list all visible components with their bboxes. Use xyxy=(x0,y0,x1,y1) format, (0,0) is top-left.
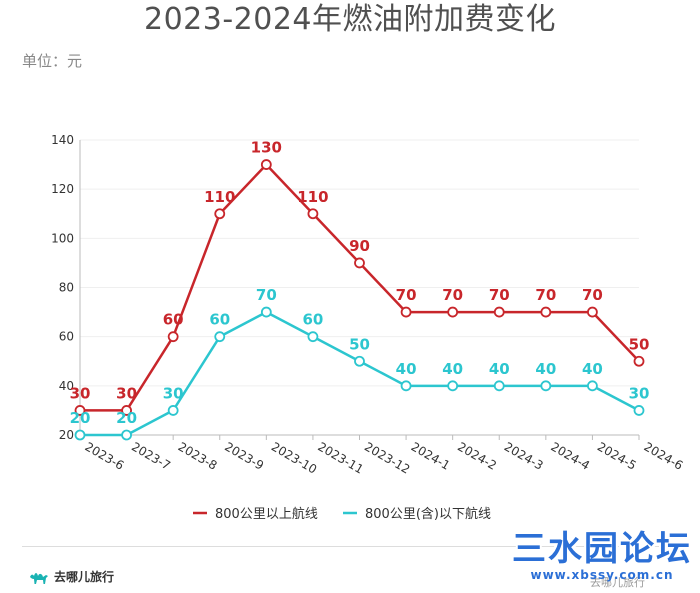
data-point xyxy=(447,380,459,392)
data-point xyxy=(307,331,319,343)
data-label: 30 xyxy=(116,384,137,402)
footer-brand-name: 去哪儿旅行 xyxy=(54,570,115,584)
data-point xyxy=(260,306,272,318)
data-point xyxy=(74,405,86,416)
data-point xyxy=(307,208,319,220)
data-label: 130 xyxy=(251,139,282,157)
y-tick-label: 100 xyxy=(51,231,74,245)
data-label: 40 xyxy=(489,360,510,378)
x-tick-label: 2024-5 xyxy=(595,439,639,472)
data-point xyxy=(214,208,226,220)
data-label: 110 xyxy=(204,188,235,206)
data-label: 70 xyxy=(489,286,510,304)
data-label: 30 xyxy=(629,384,650,402)
data-label: 40 xyxy=(582,360,603,378)
data-point xyxy=(447,306,459,318)
watermark: 三水园论坛 www.xbssy.com.cn xyxy=(512,530,692,582)
y-tick-label: 60 xyxy=(59,330,74,344)
y-tick-label: 140 xyxy=(51,133,74,147)
data-point xyxy=(493,306,505,318)
data-label: 30 xyxy=(70,384,91,402)
footer-divider xyxy=(22,546,678,547)
data-label: 50 xyxy=(349,335,370,353)
data-label: 70 xyxy=(442,286,463,304)
data-label: 90 xyxy=(349,237,370,255)
data-point xyxy=(400,380,412,392)
data-label: 60 xyxy=(209,311,230,329)
watermark-text: 三水园论坛 xyxy=(512,529,692,569)
footer-brand: 去哪儿旅行 xyxy=(28,568,114,585)
data-point xyxy=(633,405,645,416)
data-point xyxy=(587,306,598,318)
x-tick-label: 2023-8 xyxy=(176,439,220,472)
x-tick-label: 2024-6 xyxy=(642,439,686,472)
x-tick-label: 2024-1 xyxy=(409,439,453,472)
data-label: 30 xyxy=(163,384,184,402)
footer-source: 去哪儿旅行 xyxy=(590,576,645,589)
data-point xyxy=(354,257,365,269)
data-point xyxy=(121,429,132,441)
data-label: 60 xyxy=(163,311,184,329)
data-label: 50 xyxy=(629,335,650,353)
data-point xyxy=(260,159,272,170)
chart-title: 2023-2024年燃油附加费变化 xyxy=(143,2,557,37)
legend-label: 800公里(含)以下航线 xyxy=(365,506,491,522)
x-tick-label: 2023-7 xyxy=(129,439,173,472)
data-label: 70 xyxy=(396,286,417,304)
y-tick-label: 20 xyxy=(59,428,74,442)
data-point xyxy=(633,355,645,367)
series-lines xyxy=(74,159,645,441)
y-tick-label: 40 xyxy=(59,379,74,393)
data-point xyxy=(493,380,505,392)
x-tick-label: 2023-12 xyxy=(362,439,412,476)
data-label: 20 xyxy=(116,409,137,427)
data-label: 70 xyxy=(256,286,277,304)
data-point xyxy=(167,405,179,416)
data-labels: 30 30 60 110 130 110 90 70 70 70 70 70 50 20 20 30 60 70 6… xyxy=(70,139,650,427)
x-tick-label: 2023-6 xyxy=(83,439,127,472)
x-tick-label: 2023-11 xyxy=(315,439,365,476)
data-point xyxy=(540,306,552,318)
data-label: 110 xyxy=(297,188,328,206)
data-point xyxy=(121,405,132,416)
data-point xyxy=(214,331,226,343)
y-tick-label: 120 xyxy=(51,182,74,196)
y-tick-label: 80 xyxy=(59,281,74,295)
watermark-url: www.xbssy.com.cn xyxy=(530,568,674,582)
data-label: 40 xyxy=(535,360,556,378)
legend: 800公里以上航线 800公里(含)以下航线 xyxy=(193,506,491,522)
x-tick-label: 2024-2 xyxy=(455,439,499,472)
legend-label: 800公里以上航线 xyxy=(215,506,318,522)
data-label: 70 xyxy=(535,286,556,304)
data-label: 40 xyxy=(442,360,463,378)
data-point xyxy=(540,380,552,392)
data-point xyxy=(74,429,86,441)
x-tick-label: 2024-4 xyxy=(548,439,592,472)
x-tick-label: 2023-9 xyxy=(222,439,266,472)
data-point xyxy=(587,380,598,392)
data-point xyxy=(354,355,365,367)
data-label: 60 xyxy=(302,311,323,329)
data-label: 20 xyxy=(70,409,91,427)
data-point xyxy=(167,331,179,343)
data-label: 40 xyxy=(396,360,417,378)
data-label: 70 xyxy=(582,286,603,304)
data-point xyxy=(400,306,412,318)
unit-label: 单位：元 xyxy=(22,52,83,70)
camel-icon xyxy=(30,572,48,584)
x-tick-label: 2024-3 xyxy=(502,439,546,472)
x-tick-label: 2023-10 xyxy=(269,439,319,476)
